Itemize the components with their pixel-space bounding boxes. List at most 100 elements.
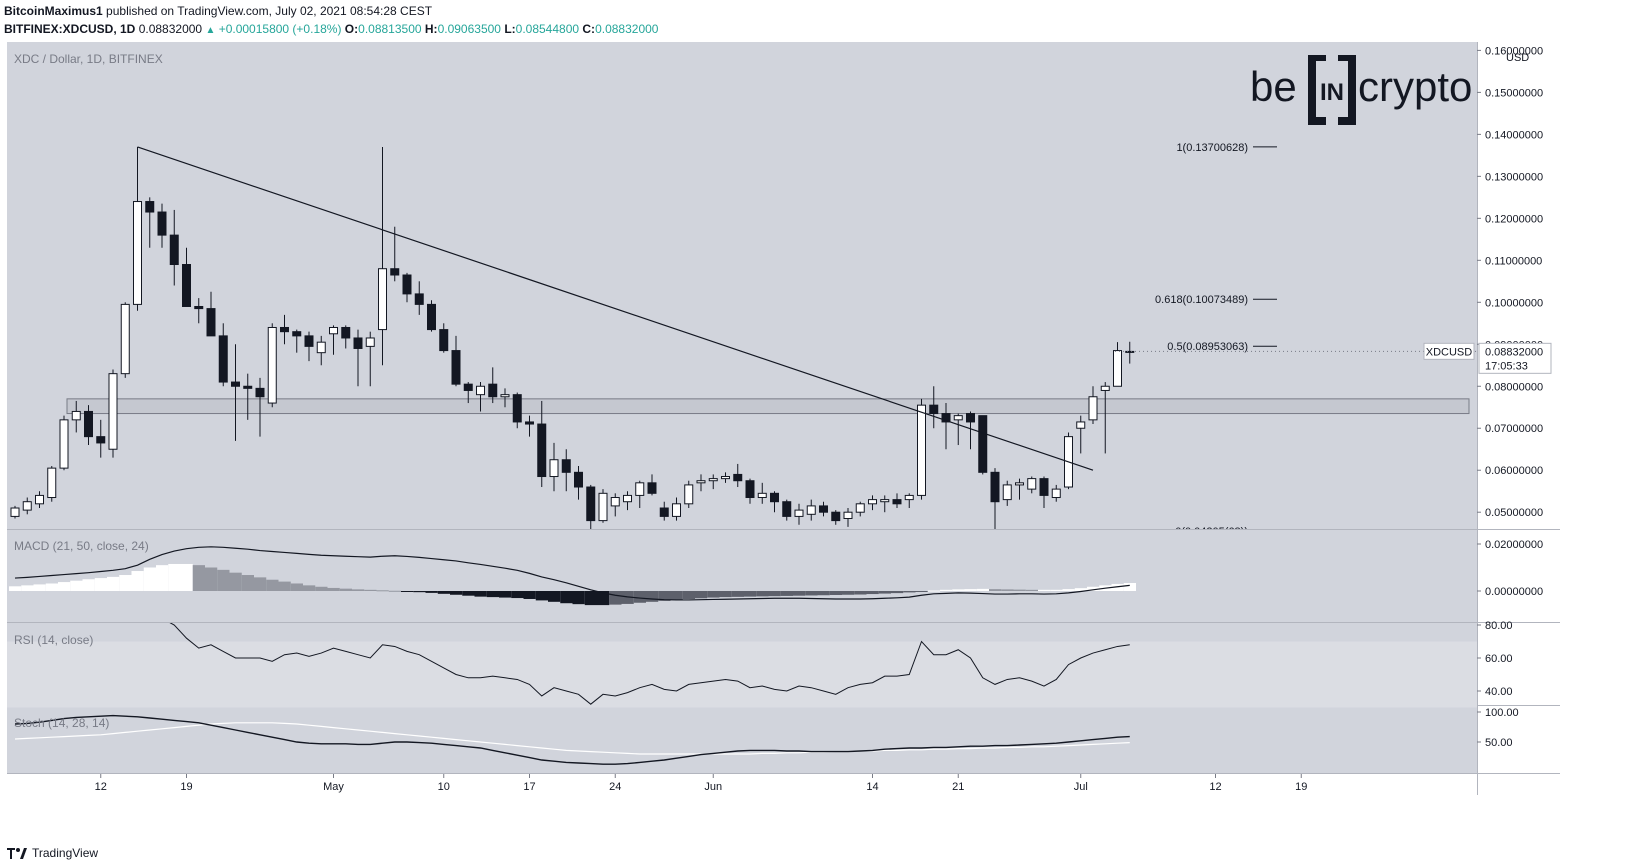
candle-body (843, 511, 853, 520)
candle-body (794, 509, 804, 517)
macd-histogram-bar (94, 578, 107, 591)
macd-histogram-bar (756, 591, 769, 597)
stoch-pane-bg (7, 706, 1477, 773)
macd-histogram-bar (707, 591, 720, 598)
candle-body (757, 492, 767, 499)
candle-body (549, 459, 559, 478)
macd-histogram-bar (878, 591, 891, 594)
fib-level-label: 0(0.04205(68)) (1175, 526, 1248, 538)
rsi-tick-label: 60.00 (1485, 653, 1513, 665)
macd-histogram-bar (9, 586, 22, 591)
publish-info: published on TradingView.com, July 02, 2… (106, 4, 433, 18)
high-value: 0.09063500 (437, 22, 501, 36)
time-tick-label: 21 (952, 781, 964, 793)
current-price: 0.08832000 (138, 22, 203, 36)
currency-label: USD (1506, 52, 1529, 64)
candle-body (22, 501, 32, 511)
time-tick-label: 17 (523, 781, 535, 793)
macd-histogram-bar (450, 591, 463, 595)
candle-body (194, 305, 204, 310)
macd-histogram-bar (143, 567, 156, 591)
low-label: L: (504, 22, 516, 36)
candle-body (684, 484, 694, 505)
macd-histogram-bar (511, 591, 524, 599)
macd-histogram-bar (572, 591, 585, 605)
close-label: C: (582, 22, 596, 36)
candle-body (71, 410, 81, 421)
stoch-tick-label: 50.00 (1485, 737, 1513, 749)
candle-body (35, 494, 44, 505)
candle-body (953, 415, 963, 421)
macd-histogram-bar (58, 582, 71, 591)
candle-body (59, 419, 69, 469)
candle-body (108, 373, 118, 450)
price-tick-label: 0.08000000 (1485, 381, 1543, 393)
candle-body (880, 499, 890, 503)
macd-histogram-bar (376, 590, 389, 592)
candle-body (672, 503, 681, 517)
candle-body (280, 326, 289, 333)
symbol-tag-box (1423, 342, 1475, 360)
macd-histogram-bar (768, 591, 781, 597)
up-triangle-icon: ▲ (205, 25, 216, 36)
candle-body (10, 507, 20, 517)
candle-body (831, 511, 841, 522)
main-pane-bg (7, 42, 1477, 529)
candle-body (990, 471, 1000, 503)
macd-histogram-bar (364, 589, 377, 591)
logo-left-text: be (1250, 63, 1297, 110)
macd-histogram-bar (744, 591, 757, 597)
macd-histogram-bar (180, 563, 193, 591)
macd-tick-label: 0.00000000 (1485, 586, 1543, 598)
macd-histogram-bar (633, 591, 646, 603)
macd-histogram-bar (462, 591, 475, 596)
tradingview-footer[interactable]: TradingView (6, 846, 98, 860)
candle-body (561, 459, 571, 473)
candle-body (537, 423, 547, 478)
macd-histogram-bar (1087, 586, 1100, 591)
candle-body (819, 505, 828, 513)
candle-body (525, 421, 534, 425)
macd-histogram-bar (1074, 588, 1087, 591)
candle-body (182, 264, 191, 307)
author-name[interactable]: BitcoinMaximus1 (4, 4, 103, 18)
macd-histogram-bar (731, 591, 744, 597)
macd-histogram-bar (854, 591, 867, 595)
candle-body (304, 335, 314, 347)
candle-body (806, 505, 816, 515)
candle-body (868, 499, 877, 505)
macd-histogram-bar (339, 588, 352, 591)
macd-histogram-bar (695, 591, 708, 599)
candle-body (770, 492, 779, 503)
macd-histogram-bar (548, 591, 561, 602)
stoch-tick-label: 100.00 (1485, 707, 1519, 719)
candle-body (427, 303, 436, 331)
time-tick-label: 24 (609, 781, 621, 793)
high-label: H: (424, 22, 438, 36)
candle-body (721, 476, 730, 480)
candle-body (1076, 421, 1086, 429)
candle-body (451, 350, 461, 385)
candle-body (1051, 488, 1061, 499)
candle-body (512, 394, 522, 423)
macd-histogram-bar (609, 591, 622, 605)
macd-histogram-bar (584, 591, 597, 606)
macd-histogram-bar (535, 591, 548, 601)
macd-histogram-bar (205, 567, 218, 591)
macd-histogram-bar (107, 576, 120, 591)
price-tick-label: 0.07000000 (1485, 423, 1543, 435)
candle-body (96, 436, 106, 444)
macd-histogram-bar (842, 591, 855, 595)
macd-histogram-bar (1038, 589, 1051, 591)
candle-body (84, 410, 93, 438)
main-pane-title: XDC / Dollar, 1D, BITFINEX (14, 52, 163, 66)
macd-histogram-bar (927, 590, 940, 592)
candle-body (966, 413, 975, 423)
candle-body (659, 507, 669, 517)
rsi-band (7, 641, 1477, 708)
macd-histogram-bar (976, 588, 989, 591)
rsi-pane-title: RSI (14, close) (14, 633, 93, 647)
candle-body (1039, 478, 1049, 496)
macd-histogram-bar (1013, 589, 1026, 591)
